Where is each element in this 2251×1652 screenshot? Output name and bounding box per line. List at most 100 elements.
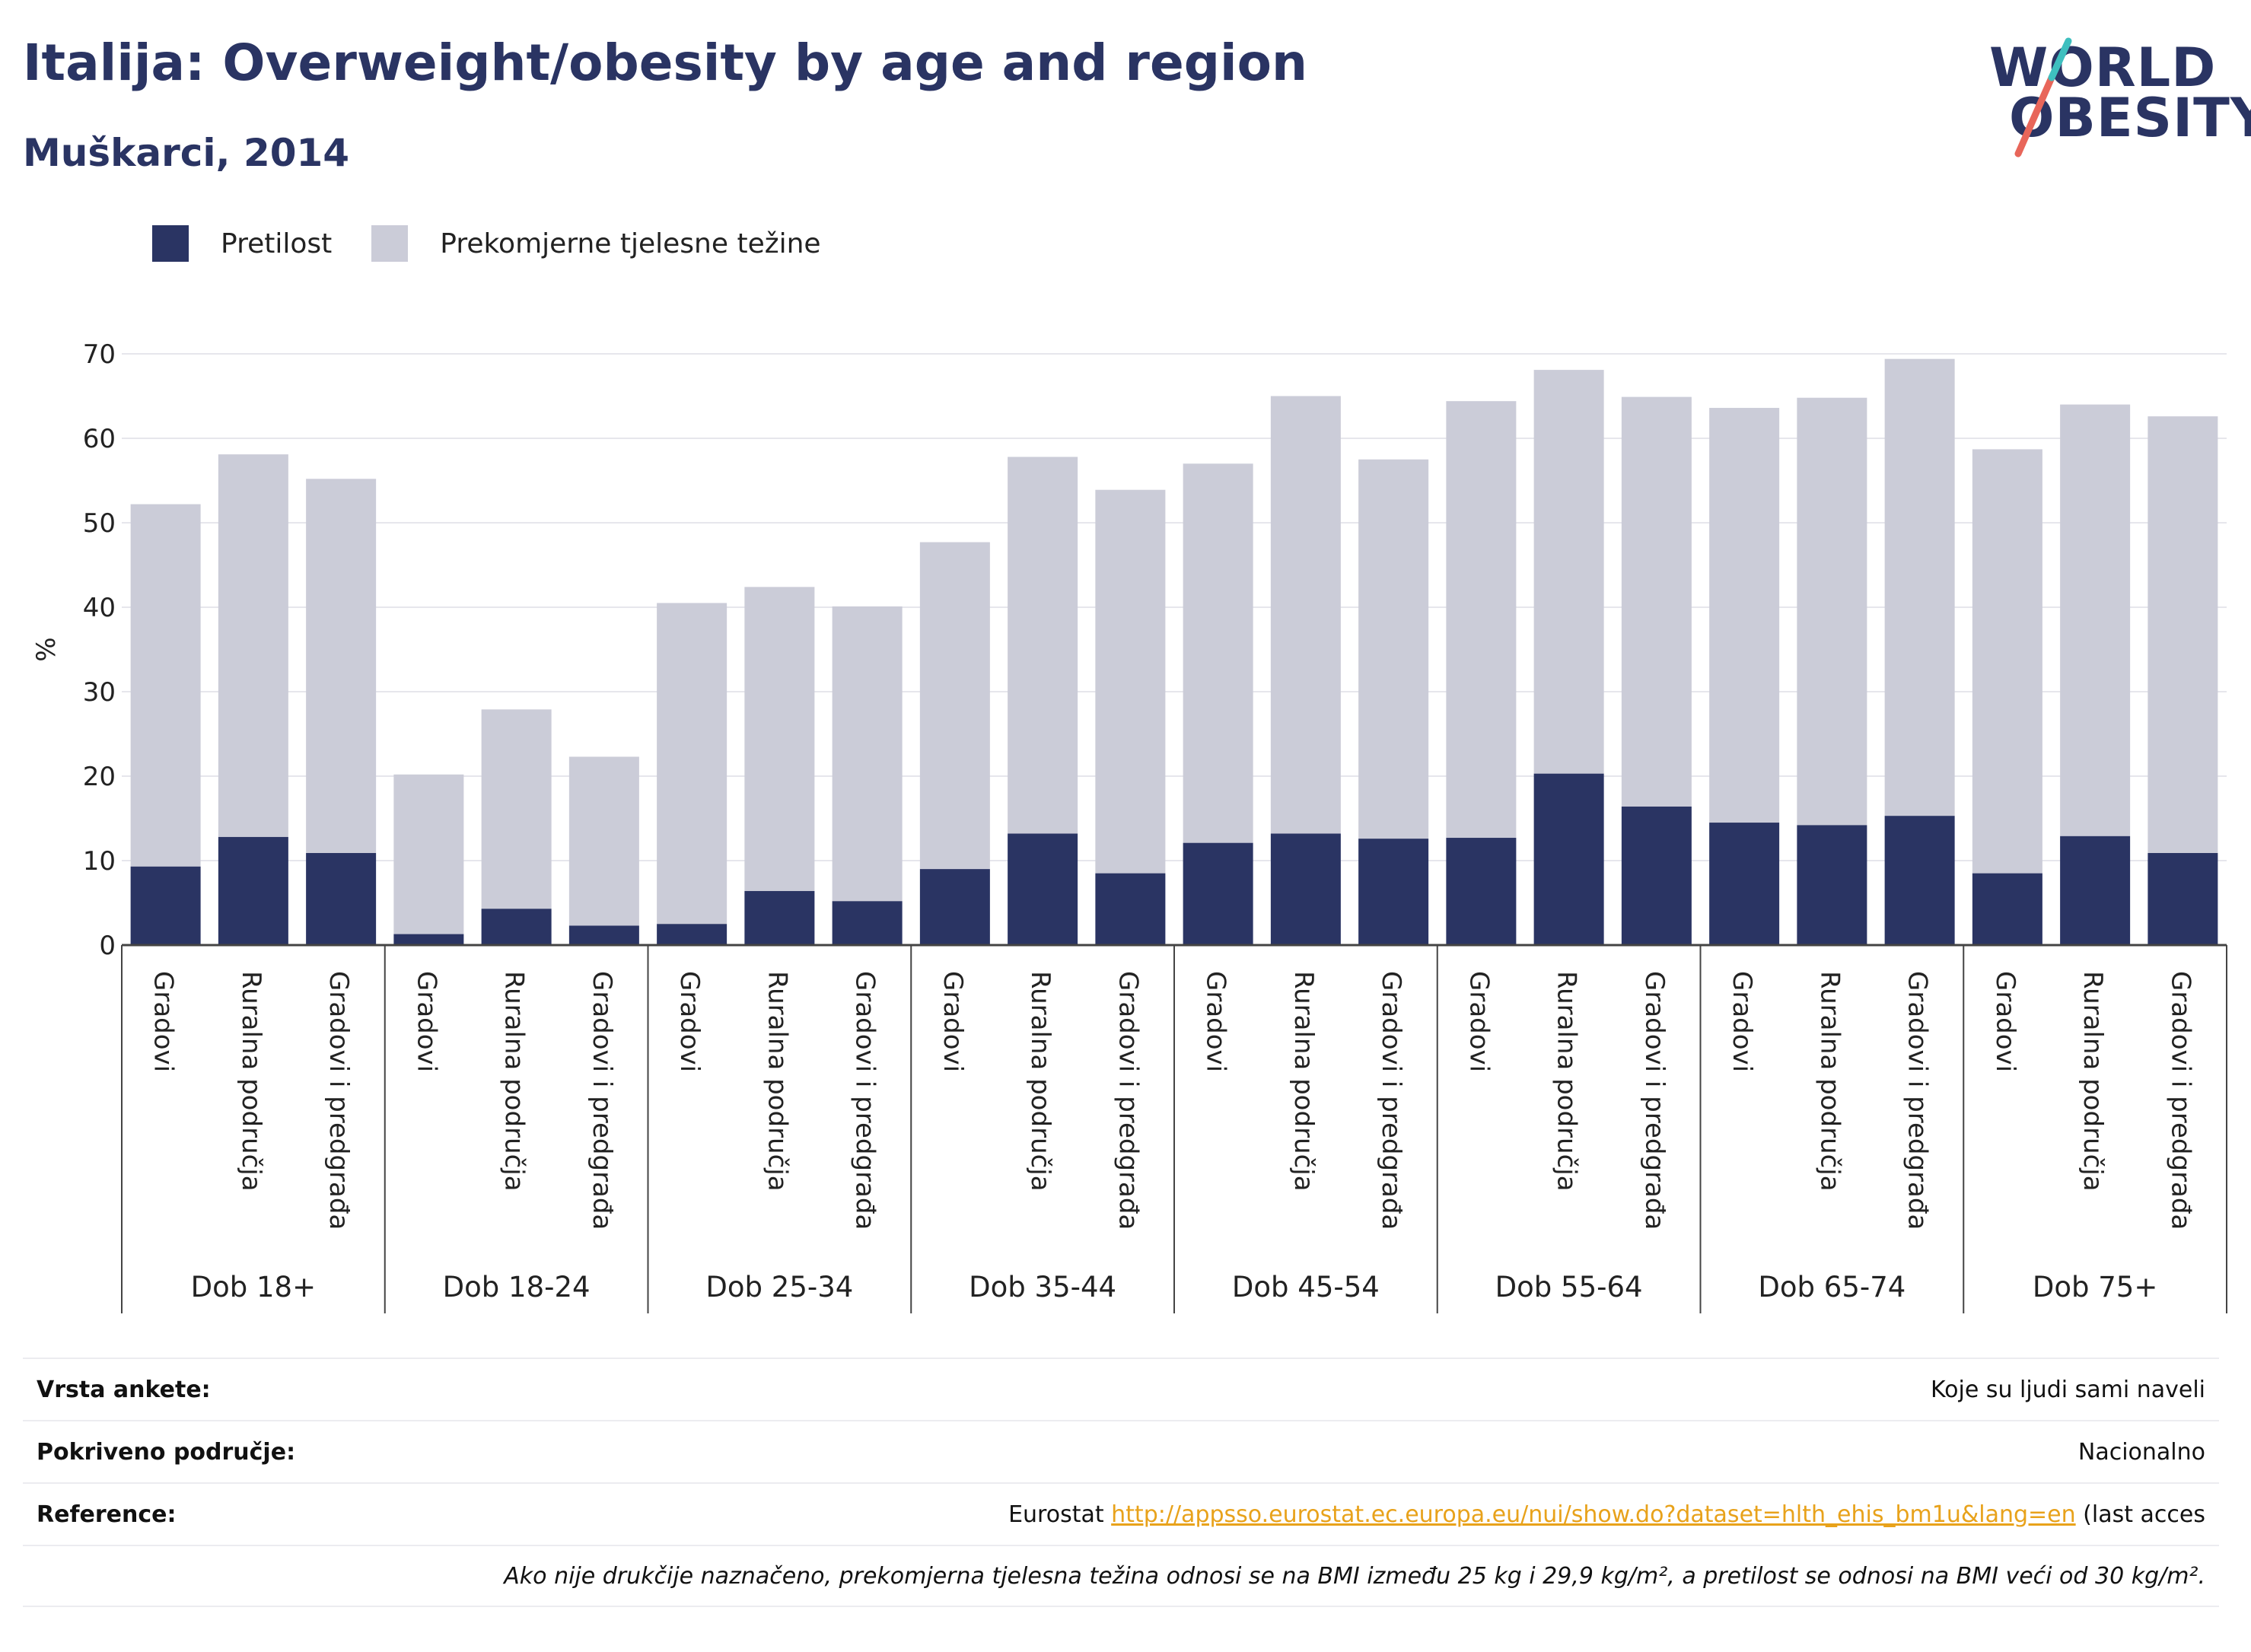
- bar-overweight: [1008, 457, 1078, 834]
- y-tick-label: 0: [99, 931, 116, 961]
- x-group-label: Dob 65-74: [1758, 1271, 1906, 1303]
- bar-overweight: [1533, 370, 1604, 774]
- y-tick-label: 20: [83, 762, 116, 792]
- x-category-label: Ruralna područja: [499, 971, 530, 1192]
- legend-item-overweight: Prekomjerne tjelesne težine: [371, 225, 821, 262]
- x-category-label: Ruralna područja: [1814, 971, 1845, 1192]
- legend-item-obesity: Pretilost: [152, 225, 332, 262]
- bar-obesity: [568, 925, 639, 945]
- bar-obesity: [218, 836, 288, 945]
- x-group-label: Dob 55-64: [1495, 1271, 1643, 1303]
- info-row-note: Ako nije drukčije naznačeno, prekomjerna…: [23, 1545, 2219, 1607]
- bar-overweight: [1709, 408, 1780, 823]
- bar-obesity: [1709, 823, 1780, 945]
- info-row-survey: Vrsta ankete: Koje su ljudi sami naveli: [23, 1358, 2219, 1420]
- survey-type-value: Koje su ljudi sami naveli: [1930, 1376, 2205, 1403]
- x-category-label: Gradovi: [1727, 971, 1757, 1072]
- reference-label: Reference:: [37, 1501, 177, 1528]
- bar-obesity: [919, 869, 990, 945]
- x-group-label: Dob 35-44: [969, 1271, 1116, 1303]
- x-category-label: Ruralna područja: [1288, 971, 1319, 1192]
- bar-overweight: [1270, 396, 1341, 834]
- y-tick-label: 10: [83, 846, 116, 877]
- bar-obesity: [1533, 773, 1604, 945]
- reference-link[interactable]: http://appsso.eurostat.ec.europa.eu/nui/…: [1111, 1501, 2076, 1528]
- bar-overweight: [1446, 401, 1517, 839]
- bar-obesity: [657, 924, 728, 945]
- bar-overweight: [130, 504, 201, 867]
- coverage-label: Pokriveno područje:: [37, 1438, 296, 1466]
- bar-obesity: [130, 866, 201, 945]
- x-category-label: Gradovi: [674, 971, 705, 1072]
- coverage-value: Nacionalno: [2077, 1438, 2205, 1466]
- y-tick-label: 70: [83, 339, 116, 370]
- page-subtitle: Muškarci, 2014: [23, 131, 350, 175]
- bar-obesity: [393, 934, 464, 945]
- x-category-label: Gradovi: [1463, 971, 1494, 1072]
- x-category-label: Gradovi i predgrađa: [1376, 971, 1406, 1230]
- world-obesity-logo: WORLD OBESITY: [1979, 23, 2251, 160]
- page-title: Italija: Overweight/obesity by age and r…: [23, 33, 1307, 92]
- x-category-label: Gradovi: [411, 971, 441, 1072]
- bar-obesity: [306, 853, 377, 945]
- survey-type-label: Vrsta ankete:: [37, 1376, 211, 1403]
- bar-obesity: [744, 890, 815, 945]
- logo-slash-icon: [2014, 37, 2072, 158]
- reference-suffix: (last acces: [2075, 1501, 2205, 1528]
- bar-obesity: [1884, 816, 1955, 945]
- logo-text-line2: OBESITY: [2009, 87, 2251, 149]
- bar-overweight: [744, 587, 815, 891]
- bar-overweight: [1884, 358, 1955, 816]
- logo-text-line1: WORLD: [1989, 37, 2217, 99]
- bar-obesity: [481, 909, 552, 945]
- bar-obesity: [1008, 833, 1078, 945]
- bar-overweight: [1183, 463, 1253, 843]
- bar-obesity: [1270, 833, 1341, 945]
- x-category-label: Gradovi i predgrađa: [1113, 971, 1143, 1230]
- bar-overweight: [2060, 404, 2131, 836]
- bar-overweight: [1621, 396, 1692, 807]
- x-category-label: Gradovi i predgrađa: [1902, 971, 1933, 1230]
- x-group-label: Dob 45-54: [1232, 1271, 1380, 1303]
- info-row-reference: Reference: Eurostat http://appsso.eurost…: [23, 1482, 2219, 1545]
- y-tick-label: 50: [83, 508, 116, 539]
- x-category-label: Gradovi i predgrađa: [587, 971, 617, 1230]
- x-category-label: Ruralna područja: [2077, 971, 2108, 1192]
- bar-overweight: [919, 542, 990, 870]
- x-category-label: Gradovi i predgrađa: [323, 971, 354, 1230]
- definition-note: Ako nije drukčije naznačeno, prekomjerna…: [504, 1562, 2205, 1590]
- y-axis-label: %: [31, 637, 62, 661]
- chart-legend: Pretilost Prekomjerne tjelesne težine: [152, 225, 861, 262]
- bar-overweight: [1358, 459, 1429, 839]
- x-category-label: Ruralna područja: [1025, 971, 1055, 1192]
- bar-obesity: [1797, 825, 1867, 945]
- bar-chart: 0 10 20 30 40 50 60 70% Gradovi Ruralna područja G…: [31, 339, 2227, 1313]
- x-category-label: Gradovi: [1990, 971, 2020, 1072]
- bar-overweight: [832, 606, 903, 902]
- bar-obesity: [1358, 839, 1429, 945]
- bar-overweight: [481, 709, 552, 909]
- x-group-label: Dob 25-34: [705, 1271, 853, 1303]
- bar-obesity: [2148, 853, 2218, 945]
- info-table: Vrsta ankete: Koje su ljudi sami naveli …: [23, 1358, 2219, 1607]
- x-category-label: Gradovi i predgrađa: [2165, 971, 2195, 1230]
- x-category-label: Gradovi i predgrađa: [850, 971, 880, 1230]
- bar-obesity: [1621, 806, 1692, 945]
- x-category-label: Gradovi: [148, 971, 179, 1072]
- legend-swatch-overweight: [371, 225, 409, 262]
- x-group-label: Dob 75+: [2033, 1271, 2157, 1303]
- y-tick-label: 30: [83, 677, 116, 708]
- bar-obesity: [1446, 838, 1517, 945]
- y-tick-label: 60: [83, 424, 116, 454]
- bar-obesity: [1183, 842, 1253, 945]
- bar-overweight: [306, 479, 377, 854]
- bar-overweight: [2148, 416, 2218, 854]
- reference-prefix: Eurostat: [1008, 1501, 1112, 1528]
- reference-value: Eurostat http://appsso.eurostat.ec.europ…: [1008, 1501, 2205, 1528]
- x-category-label: Ruralna područja: [1552, 971, 1582, 1192]
- info-row-coverage: Pokriveno područje: Nacionalno: [23, 1420, 2219, 1482]
- bar-overweight: [1972, 449, 2042, 874]
- bar-overweight: [218, 454, 288, 837]
- bar-overweight: [568, 756, 639, 926]
- x-group-label: Dob 18+: [191, 1271, 316, 1303]
